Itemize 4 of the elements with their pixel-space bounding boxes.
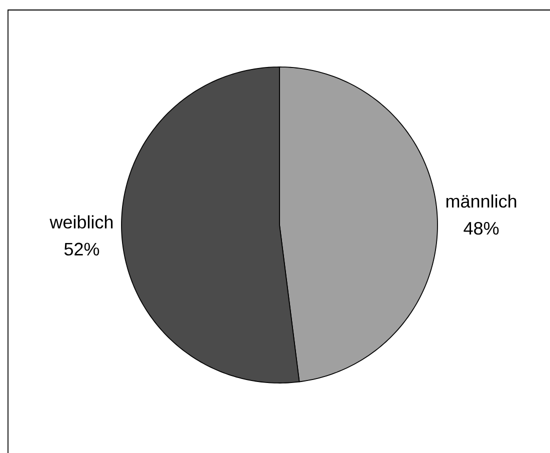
data-label: 52% [64,242,100,256]
data-label: 48% [464,222,499,235]
slice-label: männlich [446,194,516,208]
slice-label: weiblich [50,215,113,229]
